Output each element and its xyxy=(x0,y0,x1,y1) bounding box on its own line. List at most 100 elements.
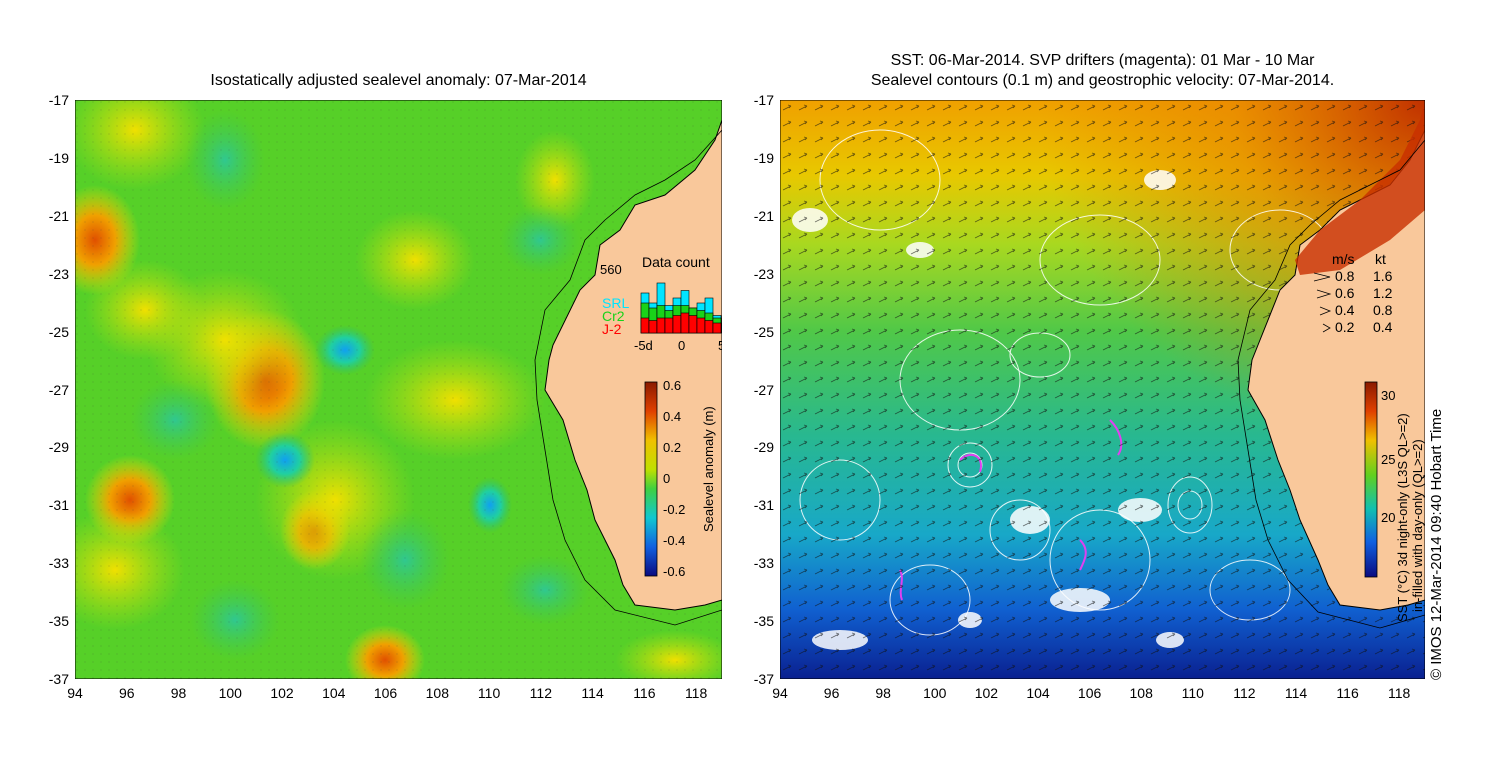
right-x-tick: 100 xyxy=(923,685,947,701)
left-y-tick: -21 xyxy=(48,207,69,224)
sla-ticks-label: 0.6 xyxy=(663,378,681,393)
sst-colorbar-label2: in-filled with day-only (QL>=2) xyxy=(1410,439,1425,612)
velocity-kt-value: 0.4 xyxy=(1373,319,1393,335)
sst-colorbar: 30 25 20 SST (°C) 3d night-only (L3S QL>=2… xyxy=(1364,381,1425,622)
right-x-tick: 118 xyxy=(1388,685,1411,701)
right-x-tick: 104 xyxy=(1026,685,1050,701)
left-y-tick: -17 xyxy=(48,92,69,108)
data-count-inset: 560 Data count SRL Cr2 J-2 -5d 0 5 xyxy=(600,254,722,353)
data-count-bar-j2 xyxy=(656,317,666,334)
right-y-tick: -29 xyxy=(753,439,774,456)
velocity-arrow-icon xyxy=(1322,323,1331,333)
sst-colorbar-tick: 30 xyxy=(1381,388,1395,403)
sla-ticks-label: 0.2 xyxy=(663,440,681,455)
right-x-tick: 114 xyxy=(1284,685,1308,701)
right-x-tick: 106 xyxy=(1077,685,1102,701)
right-x-tick: 112 xyxy=(1233,685,1256,701)
sla-colorbar: 0.6 0.4 0.2 0 -0.2 -0.4 -0.6 Sealevel anomaly … xyxy=(644,378,716,579)
left-x-tick: 116 xyxy=(633,685,656,701)
left-y-tick: -37 xyxy=(48,671,69,687)
left-x-tick: 94 xyxy=(67,685,83,701)
velocity-kt-value: 0.8 xyxy=(1373,302,1393,318)
data-count-bar-j2 xyxy=(704,320,714,334)
data-count-bar-j2 xyxy=(712,322,722,334)
sla-ticks-label: -0.6 xyxy=(663,564,685,579)
data-count-bar-j2 xyxy=(688,315,698,334)
data-count-bar-j2 xyxy=(664,317,674,334)
right-y-tick: -31 xyxy=(753,497,774,514)
left-x-tick: 108 xyxy=(425,685,449,701)
left-y-tick: -33 xyxy=(48,555,69,572)
right-y-tick: -35 xyxy=(753,613,774,630)
right-y-tick: -23 xyxy=(753,265,774,282)
data-count-max: 560 xyxy=(600,262,622,277)
continental-shelf-sst xyxy=(1237,139,1425,629)
left-y-tick: -19 xyxy=(48,149,69,166)
right-x-tick: 116 xyxy=(1336,685,1359,701)
data-count-title: Data count xyxy=(642,254,710,270)
right-x-tick: 96 xyxy=(823,685,840,701)
right-x-tick: 102 xyxy=(974,685,999,701)
legend-srl: SRL xyxy=(602,295,629,311)
right-y-tick: -17 xyxy=(753,92,774,108)
velocity-ms-value: 0.8 xyxy=(1335,268,1355,284)
velocity-arrow-icon xyxy=(1313,272,1331,282)
left-x-tick: 118 xyxy=(684,685,708,701)
left-x-tick: 106 xyxy=(373,685,398,701)
australia-landmass-sst xyxy=(1247,129,1425,679)
sla-colorbar-label: Sealevel anomaly (m) xyxy=(701,406,716,532)
right-y-tick: -25 xyxy=(753,323,774,340)
left-x-tick: 102 xyxy=(270,685,294,701)
velocity-ms-value: 0.6 xyxy=(1335,285,1355,301)
data-count-bar-j2 xyxy=(672,315,682,334)
sealevel-anomaly-map: 560 Data count SRL Cr2 J-2 -5d 0 5 0.60.… xyxy=(75,100,722,679)
left-y-tick: -31 xyxy=(48,497,69,514)
left-y-tick: -23 xyxy=(48,265,69,282)
continental-shelf xyxy=(534,129,722,626)
left-y-tick: -25 xyxy=(48,323,69,340)
right-y-tick: -37 xyxy=(753,671,774,687)
velocity-arrow-icon xyxy=(1319,306,1332,316)
australia-landmass xyxy=(544,100,722,679)
velocity-arrow-icon xyxy=(1316,289,1332,299)
right-y-tick: -27 xyxy=(753,381,774,398)
left-x-tick: 114 xyxy=(581,685,604,701)
data-count-bar-j2 xyxy=(680,312,690,334)
right-y-tick: -19 xyxy=(753,149,774,166)
left-x-tick: 96 xyxy=(118,685,135,701)
data-count-bar-j2 xyxy=(696,317,706,334)
dc-xtick-right: 5 xyxy=(718,338,722,353)
data-count-bars xyxy=(640,282,722,334)
left-x-tick: 104 xyxy=(322,685,346,701)
legend-j2: J-2 xyxy=(602,321,622,337)
dc-xtick-left: -5d xyxy=(634,338,653,353)
left-x-tick: 112 xyxy=(529,685,552,701)
legend-cr2: Cr2 xyxy=(602,308,625,324)
right-y-tick: -33 xyxy=(753,555,774,572)
data-count-bar-j2 xyxy=(648,320,658,334)
right-x-tick: 98 xyxy=(875,685,891,701)
velocity-legend-kt-header: kt xyxy=(1375,251,1386,267)
sla-ticks-label: -0.4 xyxy=(663,533,685,548)
left-y-tick: -35 xyxy=(48,613,69,630)
velocity-kt-value: 1.6 xyxy=(1373,268,1393,284)
sst-colorbar-tick: 25 xyxy=(1381,452,1395,467)
velocity-ms-value: 0.4 xyxy=(1335,302,1355,318)
sst-colorbar-tick: 20 xyxy=(1381,510,1395,525)
velocity-kt-value: 1.2 xyxy=(1373,285,1393,301)
velocity-legend: m/s kt 0.8 1.60.6 1.20.4 0.80.2 0.4 xyxy=(1313,251,1393,335)
pilbara-warm-land xyxy=(1295,100,1425,275)
sla-ticks-label: 0.4 xyxy=(663,409,681,424)
right-y-tick: -21 xyxy=(753,207,774,224)
left-y-tick: -27 xyxy=(48,381,69,398)
sla-ticks-label: -0.2 xyxy=(663,502,685,517)
right-map-title-line2: Sealevel contours (0.1 m) and geostrophi… xyxy=(870,72,1335,89)
sla-ticks-label: 0 xyxy=(663,471,670,486)
right-map-title-line1: SST: 06-Mar-2014. SVP drifters (magenta)… xyxy=(890,52,1315,69)
left-x-tick: 110 xyxy=(477,685,501,701)
right-x-tick: 110 xyxy=(1181,685,1204,701)
velocity-ms-value: 0.2 xyxy=(1335,319,1355,335)
velocity-legend-ms-header: m/s xyxy=(1332,251,1355,267)
data-count-bar-j2 xyxy=(640,317,650,334)
